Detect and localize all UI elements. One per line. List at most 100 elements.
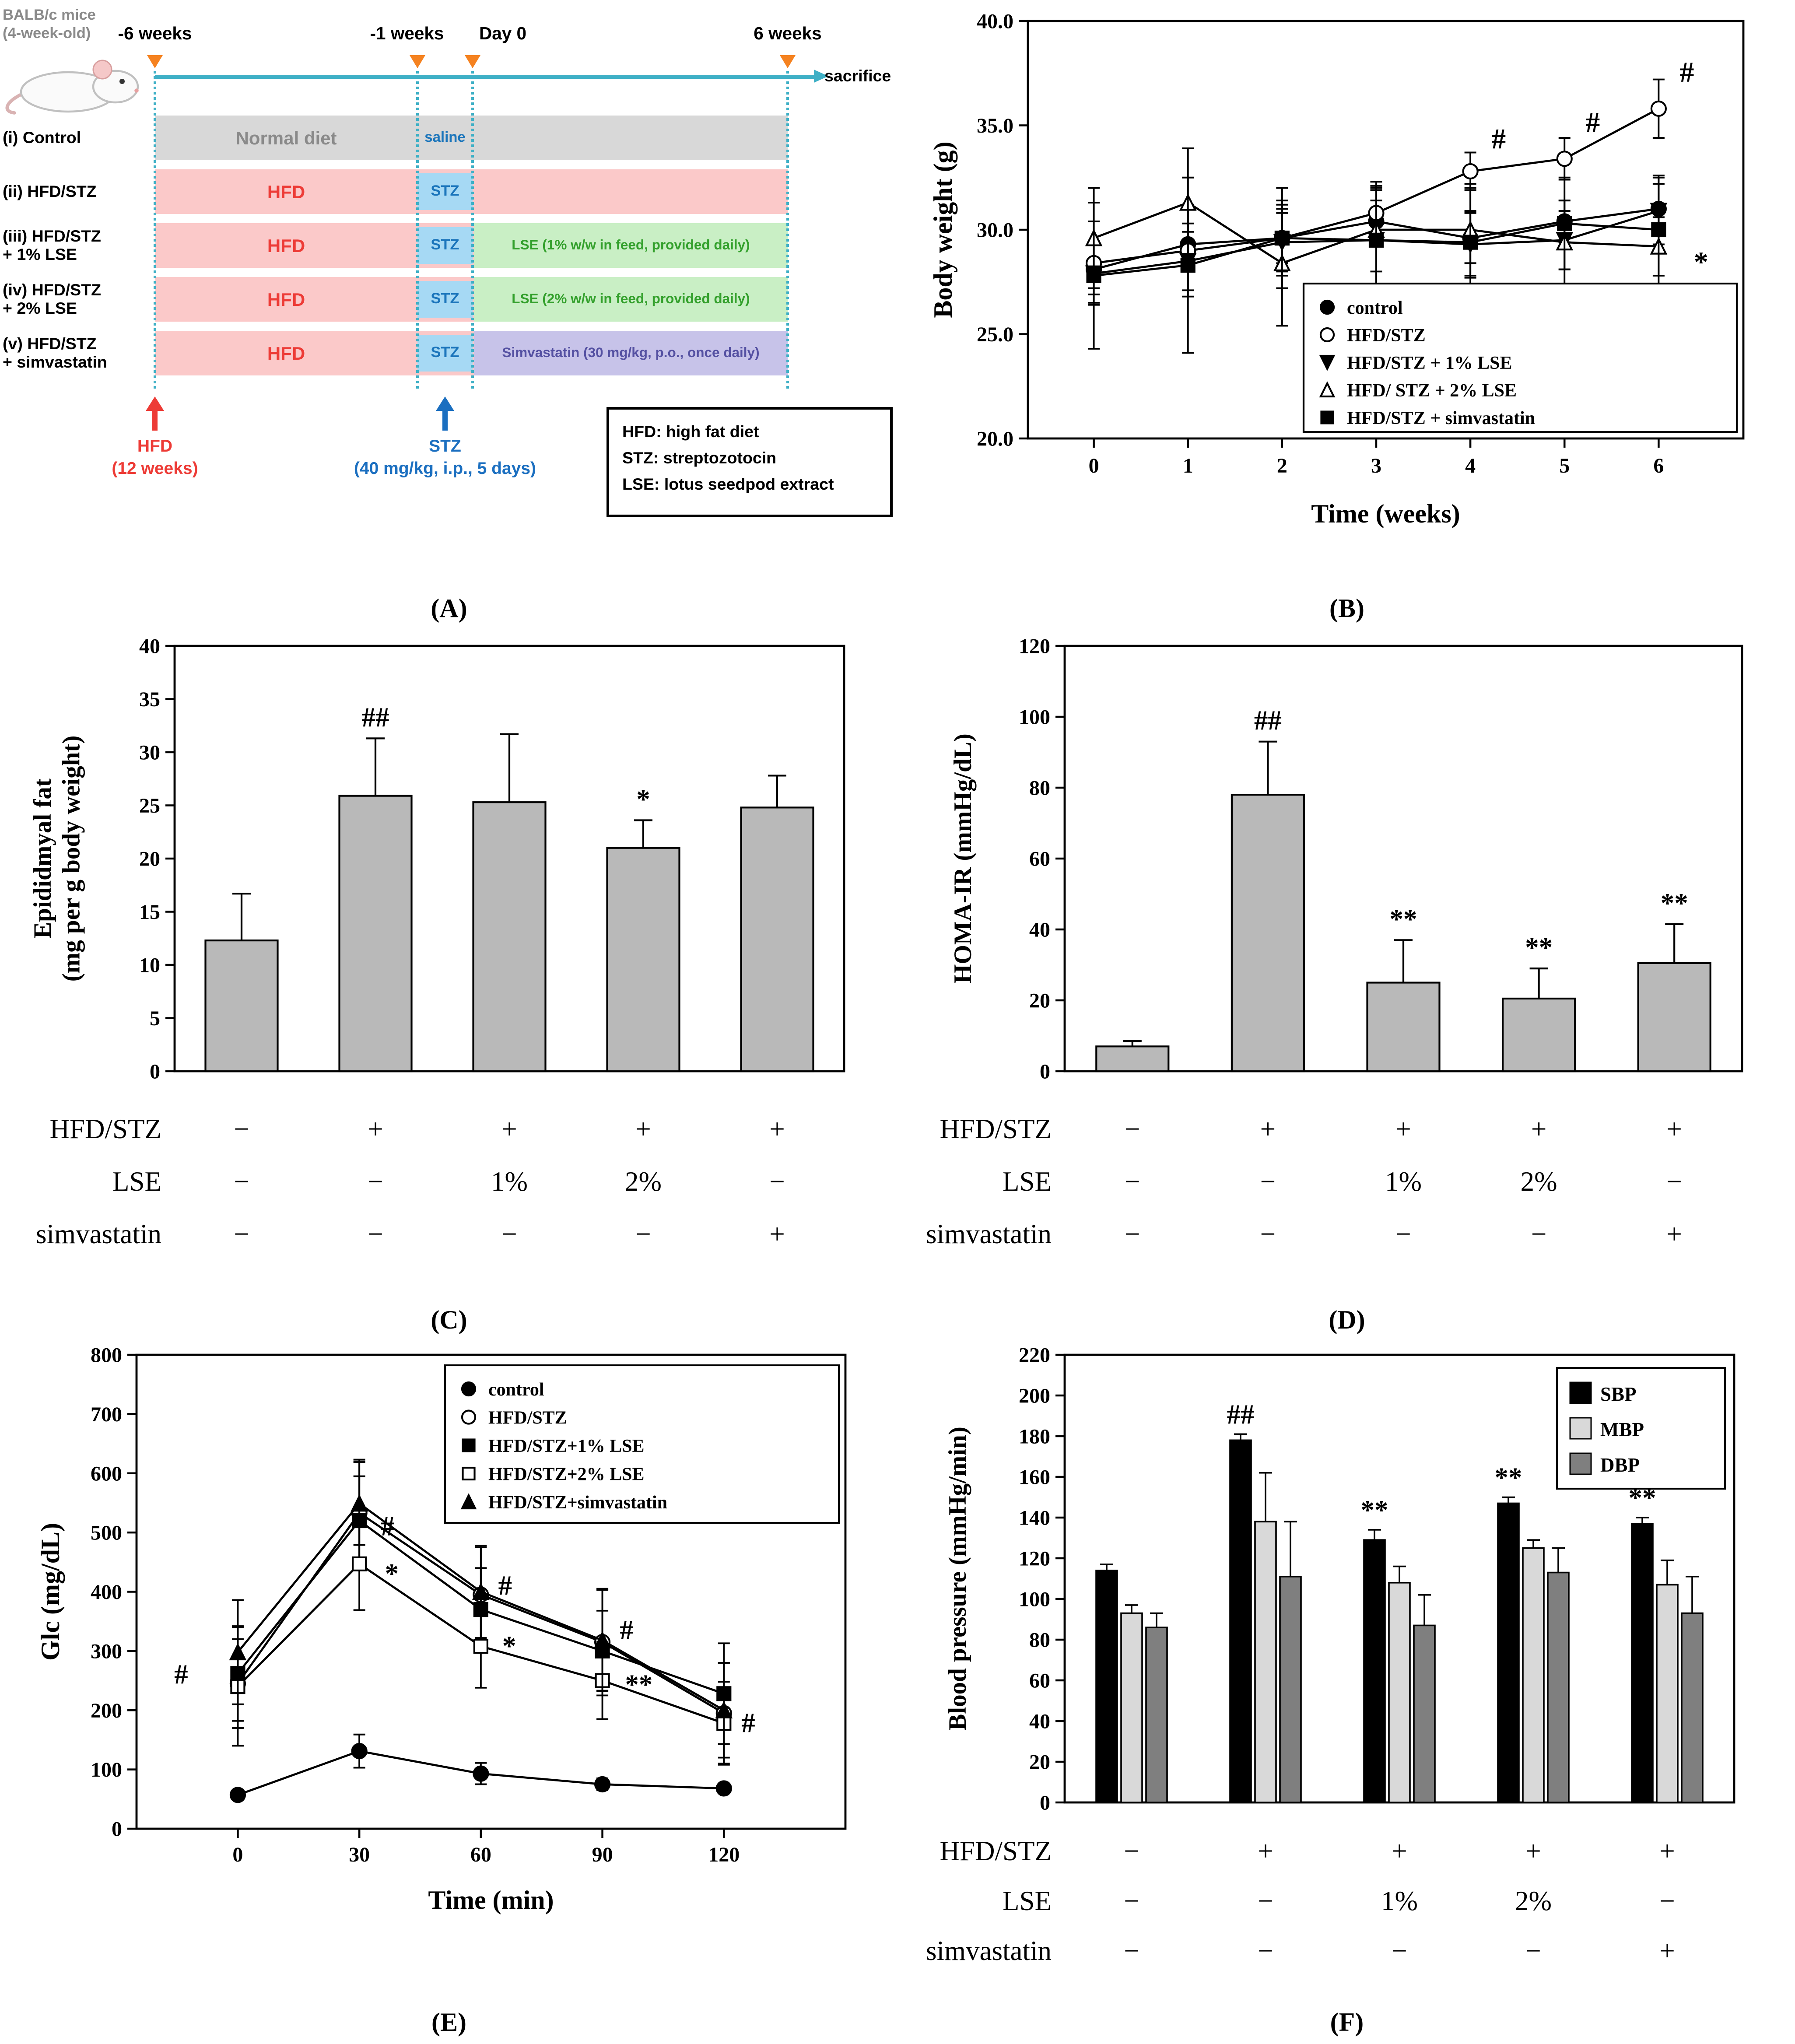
svg-text:1: 1 bbox=[1183, 454, 1193, 477]
ogtt-glucose-chart: 0 100 200 300 400 500 600 700 800 Glc (mg/dL) 0 30 6… bbox=[5, 1336, 893, 1921]
sacrifice-label: sacrifice bbox=[824, 67, 891, 85]
svg-text:#: # bbox=[620, 1615, 634, 1645]
svg-text:+: + bbox=[1525, 1836, 1541, 1866]
svg-text:300: 300 bbox=[91, 1640, 122, 1663]
series-sbp bbox=[1094, 1433, 1653, 1803]
svg-text:#: # bbox=[1585, 106, 1600, 138]
svg-text:80: 80 bbox=[1029, 777, 1050, 800]
bars: ## * bbox=[203, 702, 814, 1073]
svg-text:+: + bbox=[367, 1114, 383, 1144]
svg-text:#: # bbox=[498, 1570, 512, 1601]
experiment-timeline-diagram: sacrifice -6 weeks -1 weeks Day 0 6 weeks (i)… bbox=[0, 5, 898, 533]
svg-text:0: 0 bbox=[1089, 454, 1099, 477]
svg-text:−: − bbox=[1530, 1219, 1546, 1249]
svg-text:20: 20 bbox=[1029, 1751, 1050, 1774]
panel-F: 0 20 40 60 80 100 120 140 160 180 200 220 Blood pres… bbox=[898, 1336, 1795, 2039]
svg-text:##: ## bbox=[361, 702, 389, 733]
svg-text:HFD/ STZ + 2% LSE: HFD/ STZ + 2% LSE bbox=[1347, 381, 1517, 401]
timeline-marker-icon bbox=[147, 55, 163, 68]
abbreviation-line: LSE: lotus seedpod extract bbox=[622, 475, 834, 494]
svg-text:40: 40 bbox=[139, 635, 160, 658]
svg-text:0: 0 bbox=[1039, 1060, 1050, 1083]
svg-text:1%: 1% bbox=[491, 1166, 527, 1197]
x-axis-label: Time (min) bbox=[428, 1886, 554, 1914]
abbreviation-line: HFD: high fat diet bbox=[622, 423, 759, 441]
stz-box: STZ bbox=[417, 227, 473, 264]
svg-text:−: − bbox=[1391, 1935, 1407, 1966]
blood-pressure-chart: 0 20 40 60 80 100 120 140 160 180 200 220 Blood pres… bbox=[917, 1336, 1777, 2002]
svg-text:+: + bbox=[1257, 1836, 1273, 1866]
y-axis: 0 5 10 15 20 25 30 35 40 bbox=[139, 635, 174, 1083]
svg-text:100: 100 bbox=[1018, 706, 1050, 729]
bars: ## ** ** ** bbox=[1094, 705, 1711, 1073]
svg-text:2%: 2% bbox=[624, 1166, 661, 1197]
diet-bar-text: HFD bbox=[267, 235, 305, 256]
svg-text:0: 0 bbox=[232, 1843, 243, 1866]
svg-text:−: − bbox=[367, 1166, 383, 1197]
svg-text:−: − bbox=[1666, 1166, 1682, 1197]
homa-ir-chart-svg: 0 20 40 60 80 100 120 HOMA-IR (mmHg/dL) ## ** ** **… bbox=[926, 635, 1742, 1249]
diet-bar-text: HFD bbox=[267, 343, 305, 364]
svg-text:+: + bbox=[769, 1219, 785, 1249]
svg-text:60: 60 bbox=[1029, 1669, 1050, 1693]
svg-text:HFD/STZ: HFD/STZ bbox=[1347, 326, 1426, 346]
figure-row-3: 0 100 200 300 400 500 600 700 800 Glc (mg/dL) 0 30 6… bbox=[0, 1336, 1795, 2039]
group-table: HFD/STZ − + + + + LSE − − 1% 2% − simvastatin − − − − + bbox=[926, 1836, 1675, 1966]
svg-text:−: − bbox=[501, 1219, 517, 1249]
svg-text:+: + bbox=[501, 1114, 517, 1144]
svg-text:#: # bbox=[741, 1707, 755, 1738]
svg-text:+: + bbox=[1666, 1114, 1682, 1144]
svg-text:25: 25 bbox=[139, 794, 160, 817]
legend: control HFD/STZ HFD/STZ + 1% LSE HFD/ STZ +… bbox=[1302, 282, 1738, 433]
svg-text:#: # bbox=[381, 1511, 395, 1542]
svg-text:control: control bbox=[1347, 298, 1403, 318]
diet-bar-text: Normal diet bbox=[235, 127, 337, 148]
panel-label-B: (B) bbox=[1329, 595, 1364, 624]
svg-text:40.0: 40.0 bbox=[977, 10, 1013, 33]
svg-text:4: 4 bbox=[1465, 454, 1476, 477]
svg-text:0: 0 bbox=[149, 1060, 160, 1083]
svg-text:60: 60 bbox=[1029, 848, 1050, 871]
svg-text:−: − bbox=[1124, 1219, 1140, 1249]
svg-text:HFD/STZ+simvastatin: HFD/STZ+simvastatin bbox=[488, 1493, 667, 1513]
svg-text:+: + bbox=[1391, 1836, 1407, 1866]
time-label: 6 weeks bbox=[754, 24, 822, 43]
panel-label-F: (F) bbox=[1330, 2009, 1364, 2037]
svg-text:+: + bbox=[1659, 1935, 1675, 1966]
svg-text:−: − bbox=[1525, 1935, 1541, 1966]
svg-text:700: 700 bbox=[91, 1403, 122, 1426]
figure-row-1: sacrifice -6 weeks -1 weeks Day 0 6 weeks (i)… bbox=[0, 5, 1795, 625]
panel-C: 0 5 10 15 20 25 30 35 40 Epididmyal fat (mg per g … bbox=[0, 628, 898, 1336]
stz-box: STZ bbox=[417, 173, 473, 210]
svg-text:−: − bbox=[233, 1114, 249, 1144]
timeline-dotted-line bbox=[154, 71, 156, 389]
y-axis: 0 20 40 60 80 100 120 bbox=[1018, 635, 1064, 1083]
svg-text:+: + bbox=[1530, 1114, 1546, 1144]
treatment-bar: LSE (1% w/w in feed, provided daily) bbox=[474, 223, 788, 268]
svg-text:LSE: LSE bbox=[112, 1166, 161, 1197]
group-row-label: (i) Control bbox=[3, 128, 81, 147]
y-axis-label: Glc (mg/dL) bbox=[36, 1523, 65, 1661]
timeline-dotted-line bbox=[471, 71, 474, 389]
svg-text:120: 120 bbox=[1018, 635, 1050, 658]
svg-text:*: * bbox=[636, 784, 650, 815]
timeline-marker-icon bbox=[410, 55, 425, 68]
svg-text:−: − bbox=[635, 1219, 651, 1249]
svg-text:90: 90 bbox=[592, 1843, 613, 1866]
svg-text:80: 80 bbox=[1029, 1629, 1050, 1652]
legend: control HFD/STZ HFD/STZ+1% LSE HFD/STZ+2% L… bbox=[444, 1364, 840, 1524]
mouse-caption: BALB/c mice (4-week-old) bbox=[3, 8, 96, 42]
svg-text:400: 400 bbox=[91, 1581, 122, 1604]
timeline-dotted-line bbox=[786, 71, 789, 389]
group-table: HFD/STZ − + + + + LSE − − 1% 2% − simvastatin − − − − + bbox=[926, 1114, 1682, 1249]
svg-text:−: − bbox=[1124, 1114, 1140, 1144]
hfd-note: HFD (12 weeks) bbox=[112, 436, 198, 478]
series-dbp bbox=[1144, 1521, 1703, 1803]
svg-text:2: 2 bbox=[1277, 454, 1287, 477]
svg-text:25.0: 25.0 bbox=[977, 323, 1013, 346]
panel-label-C: (C) bbox=[431, 1306, 467, 1335]
svg-text:##: ## bbox=[1226, 1399, 1254, 1430]
svg-text:##: ## bbox=[1253, 705, 1281, 736]
svg-text:−: − bbox=[233, 1219, 249, 1249]
